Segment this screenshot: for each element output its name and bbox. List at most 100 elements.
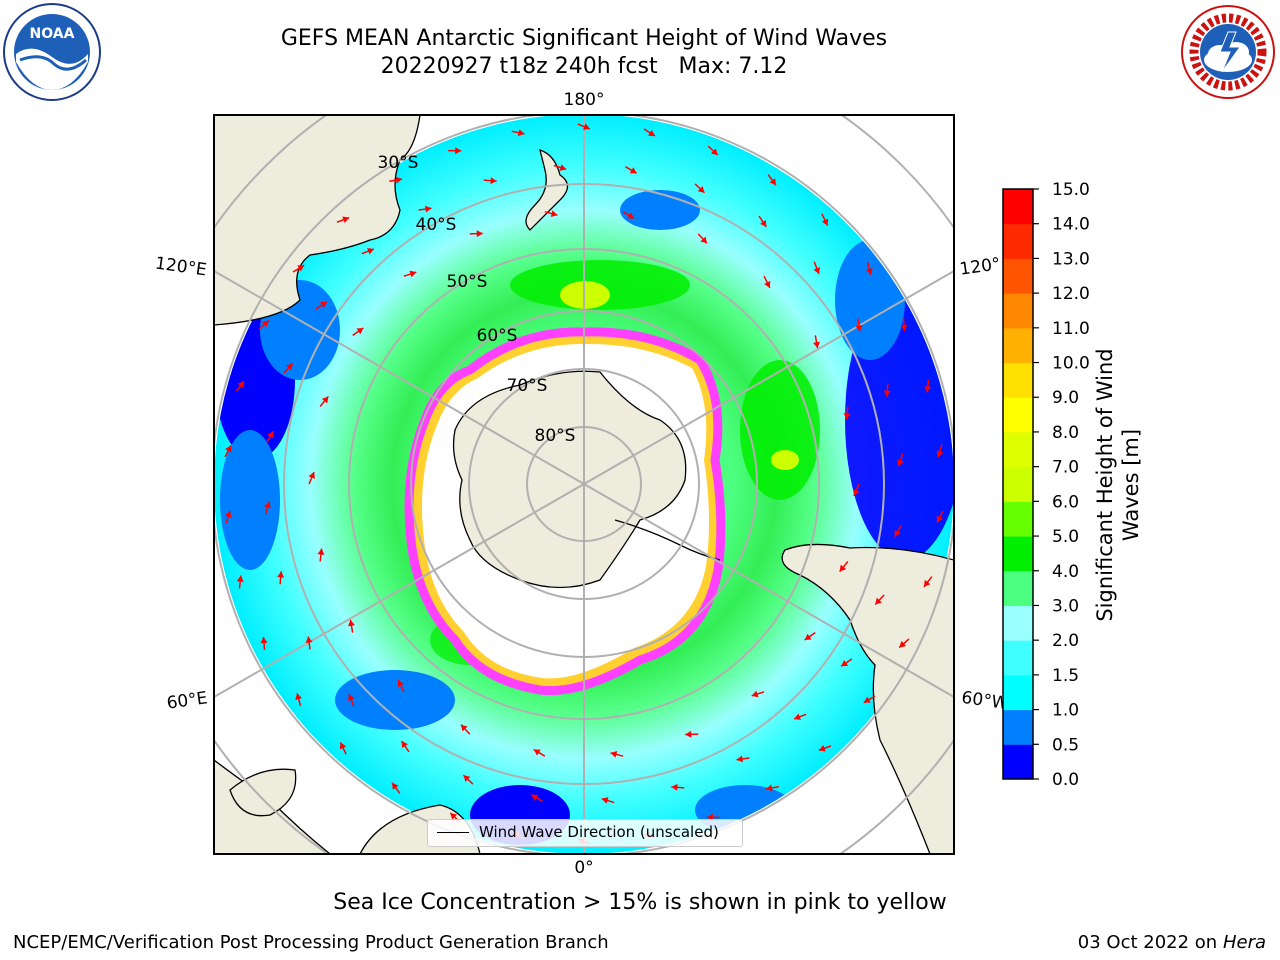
map-legend: Wind Wave Direction (unscaled) [427, 819, 743, 847]
lon-label-upper-left: 120°E [154, 253, 208, 280]
legend-label: Wind Wave Direction (unscaled) [479, 823, 719, 841]
wave-arrow-head [924, 386, 932, 393]
wave-arrow-head [601, 797, 609, 804]
south-america-landmass [781, 543, 954, 854]
sea-ice-note: Sea Ice Concentration > 15% is shown in … [333, 890, 947, 915]
wave-arrow-head [401, 741, 408, 749]
wave-arrow-head [260, 637, 268, 644]
wave-arrow-head [936, 515, 943, 523]
wave-arrow-head [794, 713, 801, 721]
wave-arrow-head [392, 782, 399, 790]
new-zealand-landmass [525, 149, 569, 231]
colorbar: 0.0 0.5 1.0 1.5 2.0 3.0 4.0 5.0 6.0 7.0 8.0 9.0 10.0… [1002, 180, 1090, 790]
wave-arrow-head [277, 571, 285, 578]
footer-date-text: 03 Oct 2022 on [1077, 932, 1218, 953]
wave-arrow-head [883, 390, 891, 397]
wave-arrow-head [319, 301, 327, 308]
wave-arrow-head [736, 755, 743, 763]
colorbar-tick-label: 0.5 [1052, 735, 1079, 755]
wave-arrow-head [476, 230, 483, 238]
wave-arrow-head [425, 205, 432, 213]
wave-arrow-head [395, 176, 403, 184]
lat-label-70s: 70°S [507, 376, 548, 396]
lat-label-50s: 50°S [447, 272, 488, 292]
colorbar-border [1002, 188, 1034, 780]
colorbar-tick-label: 4.0 [1052, 562, 1079, 582]
wave-arrow-head [853, 489, 860, 496]
colorbar-tick-label: 8.0 [1052, 423, 1079, 443]
wave-arrow-head [455, 147, 462, 155]
wave-arrow-head [629, 167, 637, 174]
colorbar-segment [1003, 709, 1033, 745]
wave-arrow-head [764, 280, 771, 288]
lat-label-30s: 30°S [378, 153, 419, 173]
wave-arrow-head [685, 730, 692, 738]
wave-arrow-head [863, 696, 871, 703]
wave-arrow-head [550, 210, 558, 217]
wave-arrow-head [356, 327, 364, 335]
wave-arrow-head [841, 660, 849, 667]
wave-arrow-head [855, 325, 863, 332]
colorbar-tick-label: 5.0 [1052, 527, 1079, 547]
wave-arrow-head [760, 219, 767, 227]
lon-label-bottom: 0° [574, 858, 593, 878]
lat-label-40s: 40°S [416, 215, 457, 235]
colorbar-tick-label: 2.0 [1052, 631, 1079, 651]
wave-arrow-head [267, 431, 274, 439]
wave-arrow-head [818, 744, 826, 752]
wave-arrow-head [813, 341, 820, 349]
wave-arrow-head [295, 693, 303, 701]
wave-arrow-head [342, 216, 350, 224]
colorbar-segment [1003, 189, 1033, 225]
wave-arrow-head [225, 445, 232, 453]
colorbar-tick-label: 10.0 [1052, 354, 1090, 374]
wave-arrow-head [865, 267, 873, 275]
colorbar-segment [1003, 397, 1033, 433]
wave-arrow-head [321, 396, 329, 404]
footer-host: Hera [1222, 932, 1266, 953]
wave-arrow-head [671, 783, 678, 791]
colorbar-segment [1003, 674, 1033, 711]
wave-arrow-head [710, 148, 718, 156]
colorbar-segment [1003, 744, 1033, 780]
wave-arrow-head [490, 177, 497, 185]
colorbar-segment [1003, 605, 1033, 641]
wave-arrow-head [897, 459, 904, 467]
colorbar-tick-label: 11.0 [1052, 319, 1090, 339]
lon-label-upper-right: 120° [958, 254, 1001, 280]
wave-arrow-head [533, 749, 541, 756]
wave-arrow-head [769, 178, 776, 186]
wave-arrow-head [463, 775, 471, 782]
wave-arrow-head [559, 164, 567, 171]
legend-line-sample [437, 832, 469, 833]
lat-label-80s: 80°S [535, 426, 576, 446]
colorbar-segment [1003, 293, 1033, 329]
wave-arrow-head [348, 619, 355, 627]
colorbar-segment [1003, 536, 1033, 572]
colorbar-segment [1003, 501, 1033, 537]
wave-arrow-head [697, 186, 705, 193]
wave-arrow-head [875, 597, 882, 605]
wave-arrow-head [261, 320, 269, 328]
wave-arrow-head [264, 501, 271, 509]
wave-arrow-head [923, 579, 931, 587]
noaa-logo: NOAA [3, 3, 101, 101]
lon-label-lower-left: 60°E [166, 688, 209, 713]
colorbar-tick-label: 1.0 [1052, 701, 1079, 721]
wave-arrow-head [409, 270, 417, 278]
lon-label-top: 180° [564, 90, 605, 110]
wave-arrow-head [347, 694, 355, 701]
wave-arrow-head [900, 324, 908, 331]
wave-arrow-head [297, 265, 305, 272]
wave-arrow-head [236, 575, 244, 582]
colorbar-segment [1003, 431, 1033, 468]
wave-arrow-head [821, 218, 829, 226]
colorbar-tick-label: 15.0 [1052, 180, 1090, 200]
wave-arrow-head [804, 633, 812, 641]
colorbar-tick-label: 6.0 [1052, 492, 1079, 512]
wave-arrow-head [843, 413, 851, 420]
wave-arrow-head [224, 510, 232, 518]
map-frame [213, 114, 955, 855]
wave-arrow-head [308, 472, 315, 479]
